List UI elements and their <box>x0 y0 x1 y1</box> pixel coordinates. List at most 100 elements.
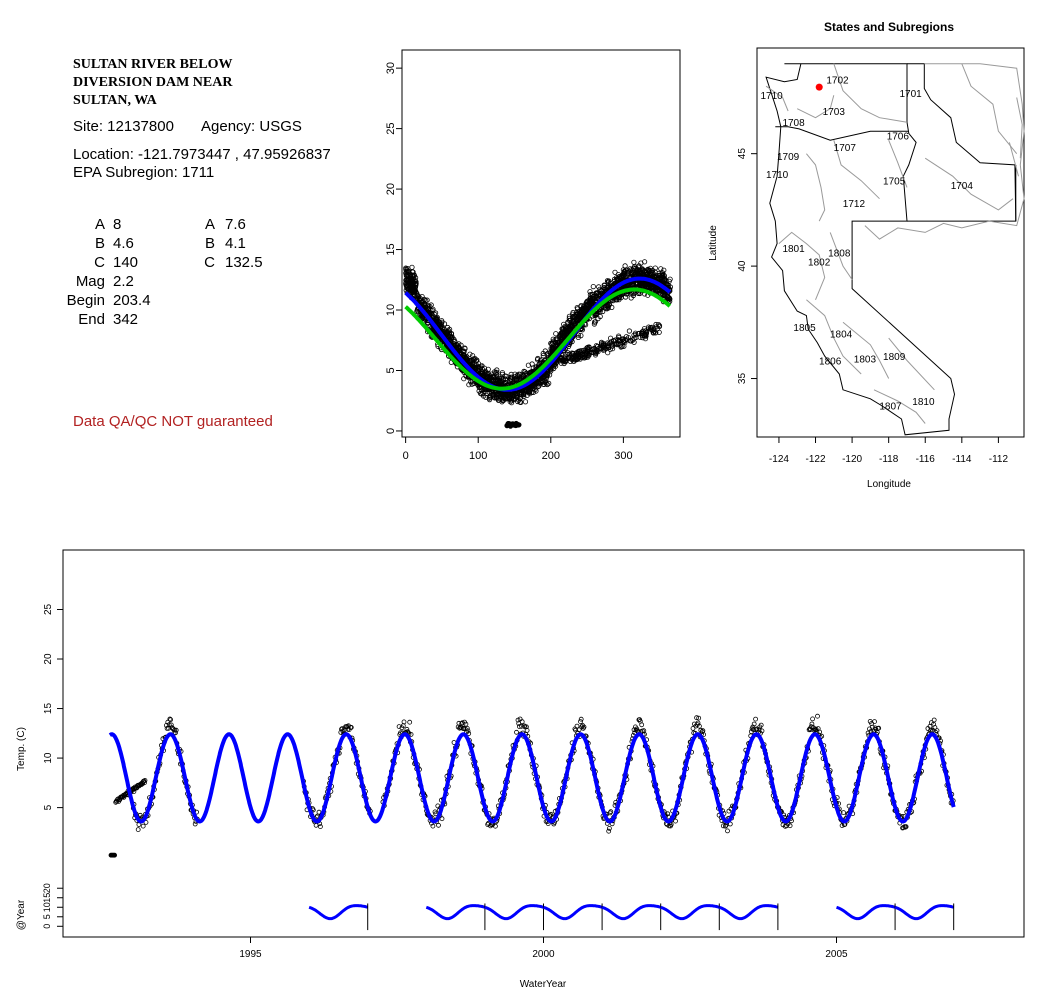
scatter-point <box>569 352 575 358</box>
scatter-point <box>613 280 619 286</box>
scatter-point <box>536 368 542 374</box>
scatter-point <box>613 288 620 294</box>
scatter-point <box>667 284 674 290</box>
observation-point <box>767 764 773 770</box>
scatter-point <box>599 296 605 302</box>
scatter-point <box>452 344 458 350</box>
scatter-point <box>456 347 462 353</box>
observation-point <box>896 813 902 818</box>
scatter-point <box>470 364 476 370</box>
scatter-point <box>450 355 456 361</box>
scatter-point <box>658 281 664 287</box>
scatter-point <box>436 336 442 342</box>
scatter-point <box>446 343 452 350</box>
scatter-point <box>424 317 430 324</box>
scatter-point <box>596 292 603 298</box>
scatter-point <box>481 376 487 382</box>
observation-point <box>417 782 423 788</box>
scatter-point <box>555 346 562 352</box>
observation-point <box>405 730 411 735</box>
observation-point <box>723 823 728 829</box>
scatter-point <box>642 275 649 281</box>
observation-point <box>874 730 880 735</box>
scatter-point <box>651 281 658 287</box>
observation-point <box>622 772 628 778</box>
scatter-point <box>607 286 613 292</box>
observation-point <box>801 758 807 763</box>
scatter-point <box>602 293 609 299</box>
scatter-point <box>434 331 440 338</box>
scatter-point <box>477 365 484 371</box>
scatter-point <box>578 326 584 332</box>
scatter-point <box>573 355 579 361</box>
scatter-point <box>593 290 600 296</box>
scatter-point <box>509 384 515 390</box>
scatter-point <box>559 344 565 350</box>
observation-points <box>108 713 956 858</box>
observation-point <box>581 724 587 730</box>
scatter-point <box>649 282 656 288</box>
observation-point <box>182 780 188 786</box>
observation-point <box>705 753 711 759</box>
scatter-point <box>643 285 649 291</box>
scatter-point <box>469 366 475 373</box>
scatter-point <box>414 292 420 298</box>
observation-point <box>704 750 710 756</box>
scatter-point <box>650 280 657 286</box>
observation-point <box>937 741 943 746</box>
observation-point <box>566 759 572 765</box>
observation-point <box>141 778 147 784</box>
scatter-point <box>643 333 649 339</box>
scatter-point <box>580 309 587 316</box>
observation-point <box>746 743 752 749</box>
scatter-point <box>462 345 468 351</box>
scatter-point <box>426 328 432 335</box>
scatter-point <box>514 386 520 393</box>
scatter-point <box>425 306 431 312</box>
scatter-point <box>441 345 447 351</box>
scatter-point <box>513 391 519 398</box>
scatter-point <box>510 392 516 399</box>
scatter-point <box>559 334 566 341</box>
scatter-point <box>593 350 599 356</box>
observation-point <box>809 721 815 727</box>
scatter-point <box>452 356 458 362</box>
scatter-point <box>434 335 441 341</box>
scatter-point <box>515 380 521 386</box>
scatter-point <box>435 326 441 332</box>
observation-point <box>866 733 872 738</box>
observation-point <box>757 724 763 730</box>
observation-point <box>486 811 492 816</box>
scatter-point <box>538 375 544 381</box>
observation-point <box>711 776 716 782</box>
observation-point <box>525 733 531 739</box>
scatter-point <box>425 303 432 309</box>
observation-point <box>171 730 177 736</box>
scatter-point <box>636 331 642 337</box>
observation-point <box>537 785 543 791</box>
observation-point <box>388 776 394 781</box>
observation-point <box>130 787 136 793</box>
observation-point <box>948 800 954 806</box>
observation-point <box>770 784 775 789</box>
observation-point <box>682 766 687 772</box>
scatter-point <box>513 387 520 393</box>
observation-point <box>135 827 141 832</box>
scatter-point <box>584 306 590 312</box>
observation-point <box>477 782 483 787</box>
scatter-point <box>536 374 542 381</box>
scatter-point <box>467 370 473 377</box>
observation-point <box>585 740 591 746</box>
scatter-point <box>463 362 469 368</box>
scatter-point <box>564 328 570 334</box>
observation-point <box>394 741 400 747</box>
observation-point <box>604 811 609 817</box>
scatter-point <box>554 353 560 359</box>
scatter-point <box>459 356 465 362</box>
scatter-point <box>566 334 572 340</box>
scatter-point <box>549 353 556 359</box>
scatter-point <box>454 349 460 355</box>
scatter-point <box>555 347 561 353</box>
scatter-point <box>583 314 589 320</box>
observation-point <box>324 796 330 802</box>
